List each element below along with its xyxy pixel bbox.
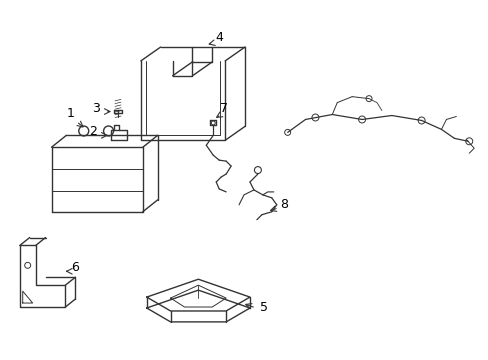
Text: 6: 6 bbox=[71, 261, 79, 274]
Text: 1: 1 bbox=[66, 108, 74, 121]
Text: 8: 8 bbox=[279, 198, 287, 211]
Text: 5: 5 bbox=[259, 301, 267, 314]
Text: 4: 4 bbox=[215, 31, 223, 44]
Text: 3: 3 bbox=[92, 102, 100, 114]
Text: 2: 2 bbox=[89, 125, 97, 138]
Text: 7: 7 bbox=[220, 102, 228, 114]
